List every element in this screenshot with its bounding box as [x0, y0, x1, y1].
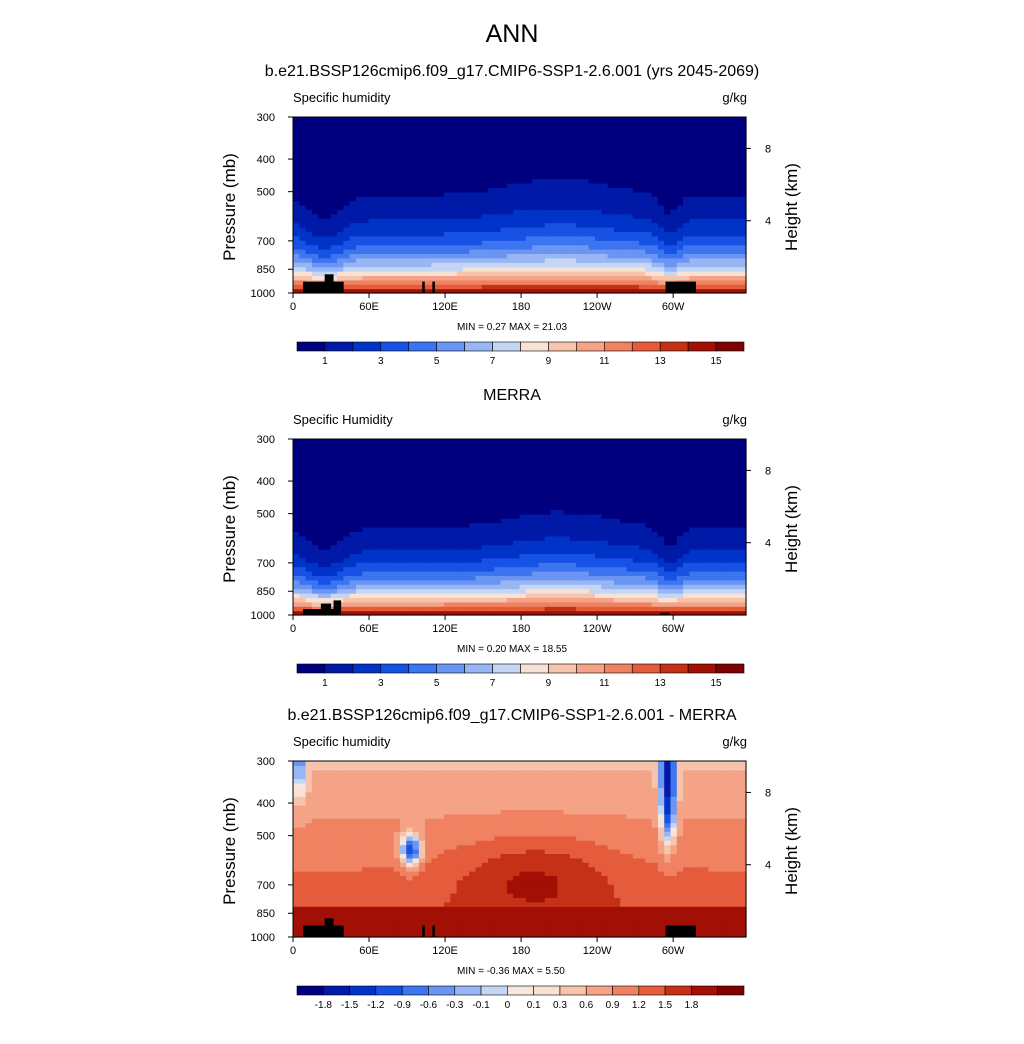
panel-2: Specific Humidity g/kg Pressure (mb) Hei…	[0, 402, 1024, 722]
colorbar-swatch	[604, 342, 632, 351]
colorbar-swatch	[688, 342, 716, 351]
colorbar-label: 9	[546, 356, 552, 367]
colorbar-label: 15	[711, 356, 723, 367]
colorbar-swatch	[325, 342, 353, 351]
colorbar-swatch	[521, 342, 549, 351]
panel-1: Specific humidity g/kg Pressure (mb) Hei…	[0, 80, 1024, 400]
colorbar-swatch	[437, 342, 465, 351]
colorbar-label: 7	[490, 356, 496, 367]
colorbar-swatch	[297, 342, 325, 351]
figure-title: ANN	[0, 20, 1024, 49]
colorbar-label: 11	[599, 356, 610, 367]
colorbar-label: 5	[434, 356, 440, 367]
colorbar-label: 1	[322, 356, 328, 367]
colorbar-label: 13	[655, 356, 667, 367]
colorbar-swatch	[632, 342, 660, 351]
colorbar-swatch	[716, 342, 744, 351]
colorbar-swatch	[493, 342, 521, 351]
panel-1-title: b.e21.BSSP126cmip6.f09_g17.CMIP6-SSP1-2.…	[0, 63, 1024, 81]
colorbar-swatch	[465, 342, 493, 351]
colorbar-swatch	[548, 342, 576, 351]
colorbar-swatch	[409, 342, 437, 351]
colorbar-swatch	[576, 342, 604, 351]
colorbar-swatch	[353, 342, 381, 351]
colorbar-label: 3	[378, 356, 384, 367]
colorbar-swatch	[381, 342, 409, 351]
colorbar-swatch	[660, 342, 688, 351]
